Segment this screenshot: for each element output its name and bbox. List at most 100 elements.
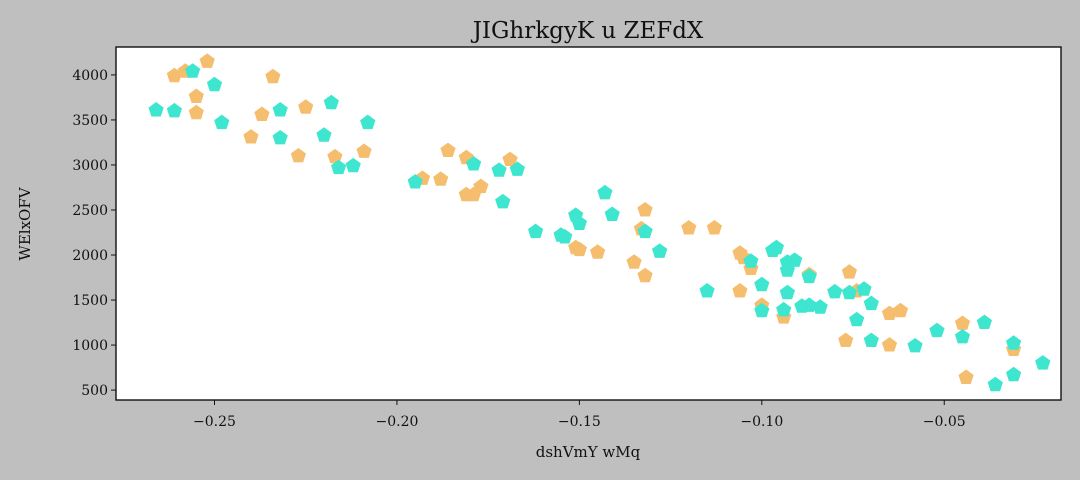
- data-point: [597, 184, 613, 200]
- data-point: [732, 283, 748, 298]
- data-point: [604, 206, 620, 221]
- data-point: [787, 252, 803, 267]
- data-point: [298, 99, 314, 114]
- data-point: [863, 295, 879, 311]
- x-tick-label: −0.20: [375, 414, 418, 430]
- data-point: [743, 253, 759, 268]
- data-point: [323, 94, 339, 110]
- data-point: [929, 322, 945, 338]
- data-point: [1006, 335, 1022, 350]
- data-point: [838, 332, 854, 347]
- data-point: [812, 299, 828, 314]
- y-tick-label: 1500: [72, 293, 108, 309]
- data-point: [801, 297, 817, 312]
- data-point: [166, 102, 182, 118]
- data-point: [254, 106, 270, 121]
- data-point: [637, 267, 653, 283]
- data-point: [768, 239, 784, 255]
- data-point: [466, 156, 482, 171]
- data-point: [849, 311, 865, 327]
- data-point: [473, 178, 489, 194]
- data-point: [206, 76, 223, 92]
- data-point: [841, 284, 857, 300]
- data-point: [863, 332, 879, 347]
- data-point: [571, 215, 587, 230]
- chart-title: JIGhrkgyK u ZEFdX: [471, 18, 704, 44]
- data-point: [568, 239, 584, 255]
- data-point: [754, 302, 770, 318]
- data-point: [502, 151, 518, 166]
- x-tick-label: −0.05: [923, 414, 966, 430]
- data-point: [954, 315, 971, 330]
- y-tick-label: 1000: [72, 338, 108, 354]
- data-point: [166, 67, 182, 83]
- data-point: [188, 88, 204, 103]
- points-layer: [148, 53, 1051, 392]
- data-point: [290, 148, 306, 163]
- data-point: [265, 68, 281, 84]
- data-point: [440, 142, 456, 157]
- data-point: [706, 220, 722, 235]
- y-tick-label: 500: [81, 383, 108, 399]
- data-point: [272, 102, 288, 117]
- data-point: [699, 283, 715, 298]
- data-point: [509, 161, 525, 176]
- plot-area: [116, 47, 1061, 400]
- y-tick-label: 4000: [72, 68, 108, 84]
- data-point: [243, 129, 259, 144]
- y-tick-label: 3000: [72, 158, 108, 174]
- data-point: [214, 114, 230, 130]
- y-axis-label: WElxOFV: [16, 186, 34, 260]
- data-point: [954, 329, 971, 344]
- data-point: [652, 243, 668, 258]
- data-point: [407, 174, 423, 189]
- data-point: [779, 284, 795, 300]
- y-tick-label: 3500: [72, 113, 108, 129]
- data-point: [856, 281, 872, 296]
- data-point: [199, 53, 215, 68]
- data-point: [327, 148, 343, 164]
- data-point: [495, 193, 511, 209]
- data-point: [801, 268, 817, 284]
- data-point: [958, 369, 974, 384]
- data-point: [590, 244, 606, 259]
- data-point: [637, 223, 653, 239]
- plot-frame: [115, 46, 1062, 401]
- data-point: [626, 254, 642, 269]
- x-axis: −0.25 −0.20 −0.15 −0.10 −0.05: [193, 400, 966, 430]
- data-point: [1035, 355, 1051, 370]
- data-point: [188, 104, 204, 120]
- data-point: [987, 376, 1003, 392]
- data-point: [528, 223, 544, 239]
- data-point: [881, 337, 898, 352]
- data-point: [491, 162, 507, 177]
- data-point: [1006, 366, 1022, 382]
- y-tick-label: 2000: [72, 248, 108, 264]
- data-point: [681, 220, 697, 235]
- data-point: [907, 338, 923, 353]
- data-point: [345, 157, 361, 173]
- data-point: [557, 229, 573, 244]
- data-point: [148, 102, 164, 117]
- data-point: [637, 202, 653, 217]
- data-point: [356, 143, 372, 158]
- data-point: [976, 314, 992, 329]
- y-tick-label: 2500: [72, 203, 108, 219]
- data-point: [827, 283, 843, 299]
- data-point: [892, 302, 909, 318]
- data-point: [272, 130, 288, 145]
- x-axis-label: dshVmY wMq: [536, 443, 641, 461]
- data-point: [841, 264, 857, 279]
- data-point: [754, 276, 770, 292]
- x-tick-label: −0.15: [558, 414, 601, 430]
- x-tick-label: −0.25: [193, 414, 236, 430]
- data-point: [433, 171, 449, 186]
- data-point: [331, 159, 347, 175]
- x-tick-label: −0.10: [740, 414, 783, 430]
- y-axis: 500 1000 1500 2000 2500 3000 3500 4000: [72, 68, 116, 399]
- data-point: [360, 114, 376, 130]
- data-point: [185, 63, 201, 78]
- data-point: [776, 301, 792, 317]
- data-point: [316, 127, 332, 142]
